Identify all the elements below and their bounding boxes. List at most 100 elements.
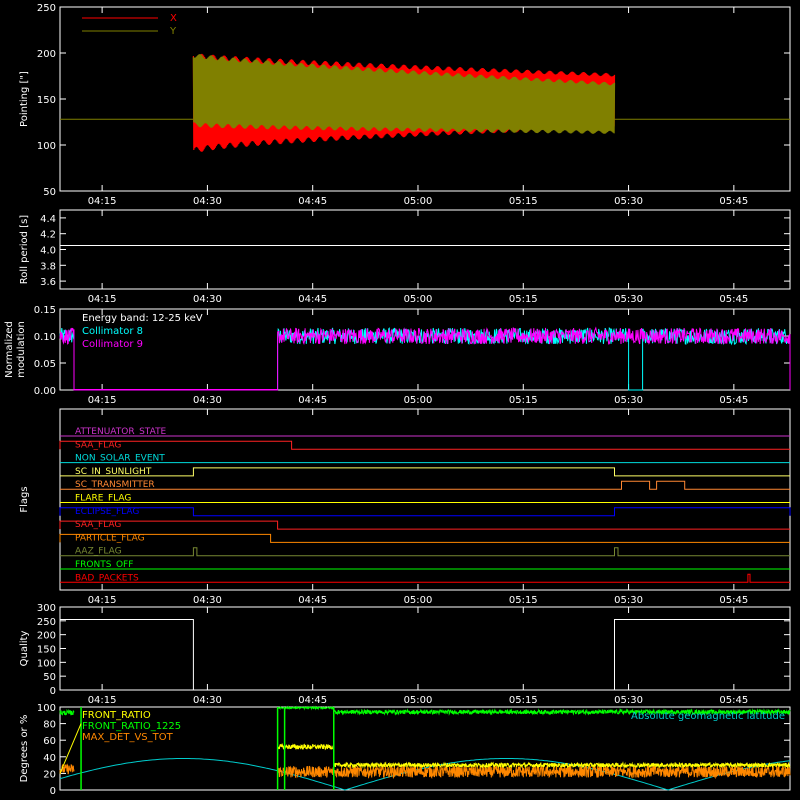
y-tick-label: 150 <box>37 645 56 656</box>
y-tick-label: 100 <box>37 703 56 714</box>
x-tick-label: 05:30 <box>614 595 643 606</box>
y-tick-label: 200 <box>37 49 56 60</box>
x-tick-label: 04:15 <box>88 294 117 305</box>
x-tick-label: 05:45 <box>719 595 748 606</box>
x-tick-label: 04:30 <box>193 695 222 706</box>
x-tick-label: 04:45 <box>298 595 327 606</box>
y-axis-label: Degrees or % <box>19 715 30 783</box>
y-tick-label: 4.4 <box>40 214 56 225</box>
x-tick-label: 05:45 <box>719 395 748 406</box>
ratio-panel: 0 20 40 60 80 100 Degrees or % FRONT_RATIOFRONT… <box>19 703 791 797</box>
flag-line <box>59 520 790 530</box>
flag-label: FRONTS_OFF <box>75 560 133 570</box>
x-tick-label: 05:15 <box>509 595 538 606</box>
flag-line <box>60 467 790 477</box>
y-axis-label: Quality <box>19 631 30 667</box>
y-axis-label: Pointing ["] <box>19 71 30 127</box>
flag-label: SAA_FLAG <box>75 520 121 530</box>
y-tick-label: 250 <box>37 3 56 14</box>
geomagnetic-latitude-label: Absolute geomagnetic latitude <box>631 711 785 722</box>
y-tick-label: 80 <box>43 720 56 731</box>
flag-label: ATTENUATOR_STATE <box>75 427 167 437</box>
x-tick-label: 05:15 <box>509 395 538 406</box>
flag-label: FLARE_FLAG <box>75 494 131 504</box>
y-tick-label: 3.6 <box>40 277 56 288</box>
x-tick-label: 04:15 <box>88 595 117 606</box>
x-tick-label: 05:00 <box>404 196 433 207</box>
y-axis-label: Roll period [s] <box>19 215 30 284</box>
legend-label: X <box>170 13 177 24</box>
x-tick-label: 05:15 <box>509 196 538 207</box>
x-tick-label: 04:30 <box>193 294 222 305</box>
y-axis-label: Flags <box>19 486 30 512</box>
series-line-front-ratio-1225 <box>59 708 75 716</box>
y-tick-label: 0 <box>50 786 56 797</box>
x-tick-label: 05:30 <box>614 695 643 706</box>
y-tick-label: 4.2 <box>40 230 56 241</box>
y-axis-label: Normalized <box>4 321 15 378</box>
flag-label: NON_SOLAR_EVENT <box>75 454 165 464</box>
series-line-x <box>192 53 616 152</box>
y-tick-label: 3.8 <box>40 261 56 272</box>
x-tick-label: 04:45 <box>298 196 327 207</box>
y-tick-label: 100 <box>37 658 56 669</box>
series-line-max-det-vs-tot <box>277 764 791 780</box>
x-tick-label: 05:45 <box>719 695 748 706</box>
flag-line <box>59 507 791 517</box>
x-tick-label: 05:15 <box>509 294 538 305</box>
x-tick-label: 05:30 <box>614 196 643 207</box>
x-tick-label: 04:30 <box>193 595 222 606</box>
series-line-front-ratio <box>333 761 791 769</box>
flag-line <box>60 573 790 583</box>
x-tick-label: 04:15 <box>88 196 117 207</box>
series-line-y <box>192 54 616 134</box>
x-tick-label: 05:30 <box>614 395 643 406</box>
front-ratio-rise <box>59 723 82 774</box>
quality-line <box>60 619 790 691</box>
flag-label: PARTICLE_FLAG <box>75 533 145 543</box>
pointing-panel: 50 100 150 200 250 04:15 04:30 04:45 05:00 05:15 0… <box>19 3 791 207</box>
x-tick-label: 05:00 <box>404 595 433 606</box>
y-tick-label: 0 <box>50 686 56 697</box>
flag-label: SC_IN_SUNLIGHT <box>75 467 152 477</box>
y-tick-label: 0.10 <box>34 332 56 343</box>
legend-label: Collimator 8 <box>82 326 143 337</box>
legend-label: FRONT_RATIO_1225 <box>82 721 181 732</box>
flag-label: SC_TRANSMITTER <box>75 480 155 490</box>
legend-label: Y <box>169 26 177 37</box>
x-tick-label: 04:45 <box>298 395 327 406</box>
plot-frame <box>59 706 791 791</box>
energy-band-label: Energy band: 12-25 keV <box>82 313 203 324</box>
flag-label: BAD_PACKETS <box>75 573 139 583</box>
y-tick-label: 300 <box>37 603 56 614</box>
x-tick-label: 05:00 <box>404 695 433 706</box>
series-line-front-ratio-1225 <box>277 705 334 711</box>
x-tick-label: 05:45 <box>719 196 748 207</box>
series-line-front-ratio <box>277 742 335 751</box>
x-tick-label: 04:15 <box>88 395 117 406</box>
x-tick-label: 05:00 <box>404 294 433 305</box>
flag-line <box>60 547 790 557</box>
series-line-max-det-vs-tot <box>59 763 75 775</box>
roll-period-panel: 3.6 3.8 4.0 4.2 4.4 04:15 04:30 04:45 05:00 05:15… <box>19 209 791 305</box>
flag-line <box>59 533 790 543</box>
flag-label: ECLIPSE_FLAG <box>75 507 139 517</box>
y-tick-label: 0.05 <box>34 359 56 370</box>
y-tick-label: 150 <box>37 95 56 106</box>
flag-line <box>59 440 790 450</box>
series-line-collimator-9 <box>59 326 791 391</box>
flag-line <box>60 480 790 490</box>
y-tick-label: 100 <box>37 141 56 152</box>
y-tick-label: 0.15 <box>34 305 56 316</box>
x-tick-label: 04:15 <box>88 695 117 706</box>
plot-frame <box>59 209 791 290</box>
x-tick-label: 05:15 <box>509 695 538 706</box>
legend-label: MAX_DET_VS_TOT <box>82 732 174 743</box>
y-tick-label: 50 <box>43 187 56 198</box>
y-tick-label: 200 <box>37 631 56 642</box>
x-tick-label: 04:45 <box>298 695 327 706</box>
series-line-collimator-8 <box>59 327 791 391</box>
legend-label: FRONT_RATIO <box>82 710 151 721</box>
y-tick-label: 20 <box>43 769 56 780</box>
